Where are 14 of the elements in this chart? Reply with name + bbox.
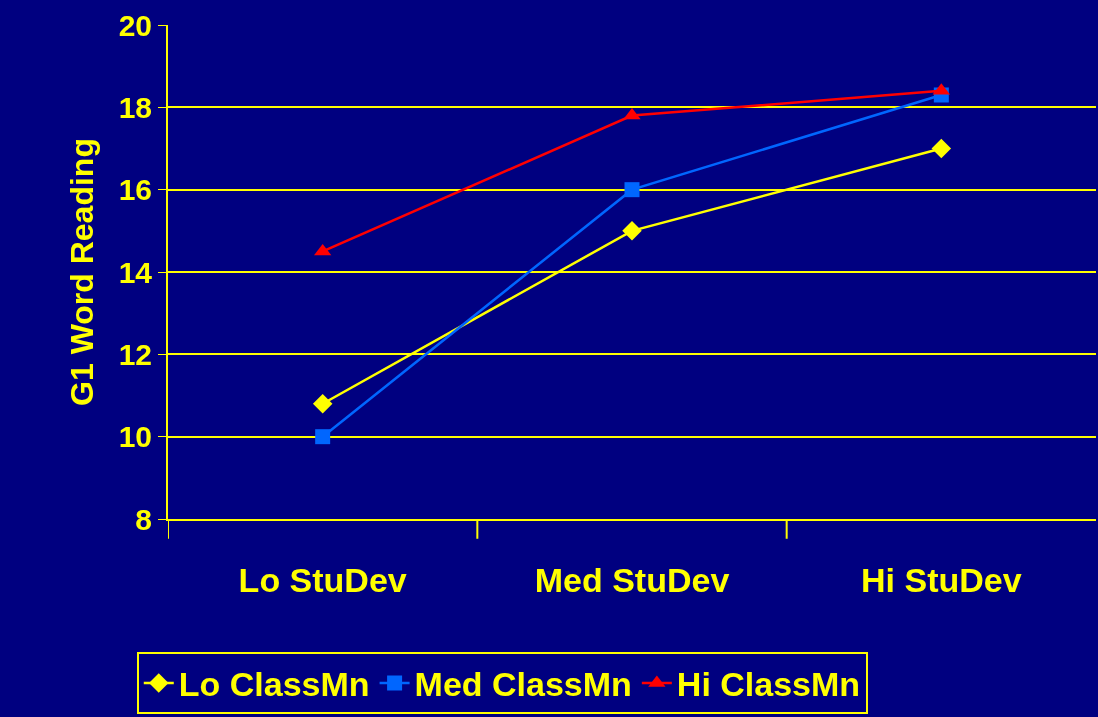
y-tick-label: 8 — [135, 502, 152, 536]
x-tick-label: Med StuDev — [534, 560, 730, 599]
y-tick-label: 10 — [118, 420, 152, 454]
x-tick-label: Lo StuDev — [238, 560, 407, 599]
y-tick-label: 16 — [118, 173, 152, 207]
y-tick-label: 14 — [118, 255, 153, 289]
y-tick-label: 12 — [118, 337, 152, 371]
legend-label: Hi ClassMn — [676, 665, 861, 704]
x-tick-label: Hi StuDev — [861, 560, 1022, 599]
legend-label: Lo ClassMn — [178, 665, 370, 704]
y-axis-title: G1 Word Reading — [64, 138, 101, 406]
y-tick-label: 20 — [118, 8, 152, 42]
legend-label: Med ClassMn — [414, 665, 632, 704]
y-tick-label: 18 — [118, 90, 152, 124]
